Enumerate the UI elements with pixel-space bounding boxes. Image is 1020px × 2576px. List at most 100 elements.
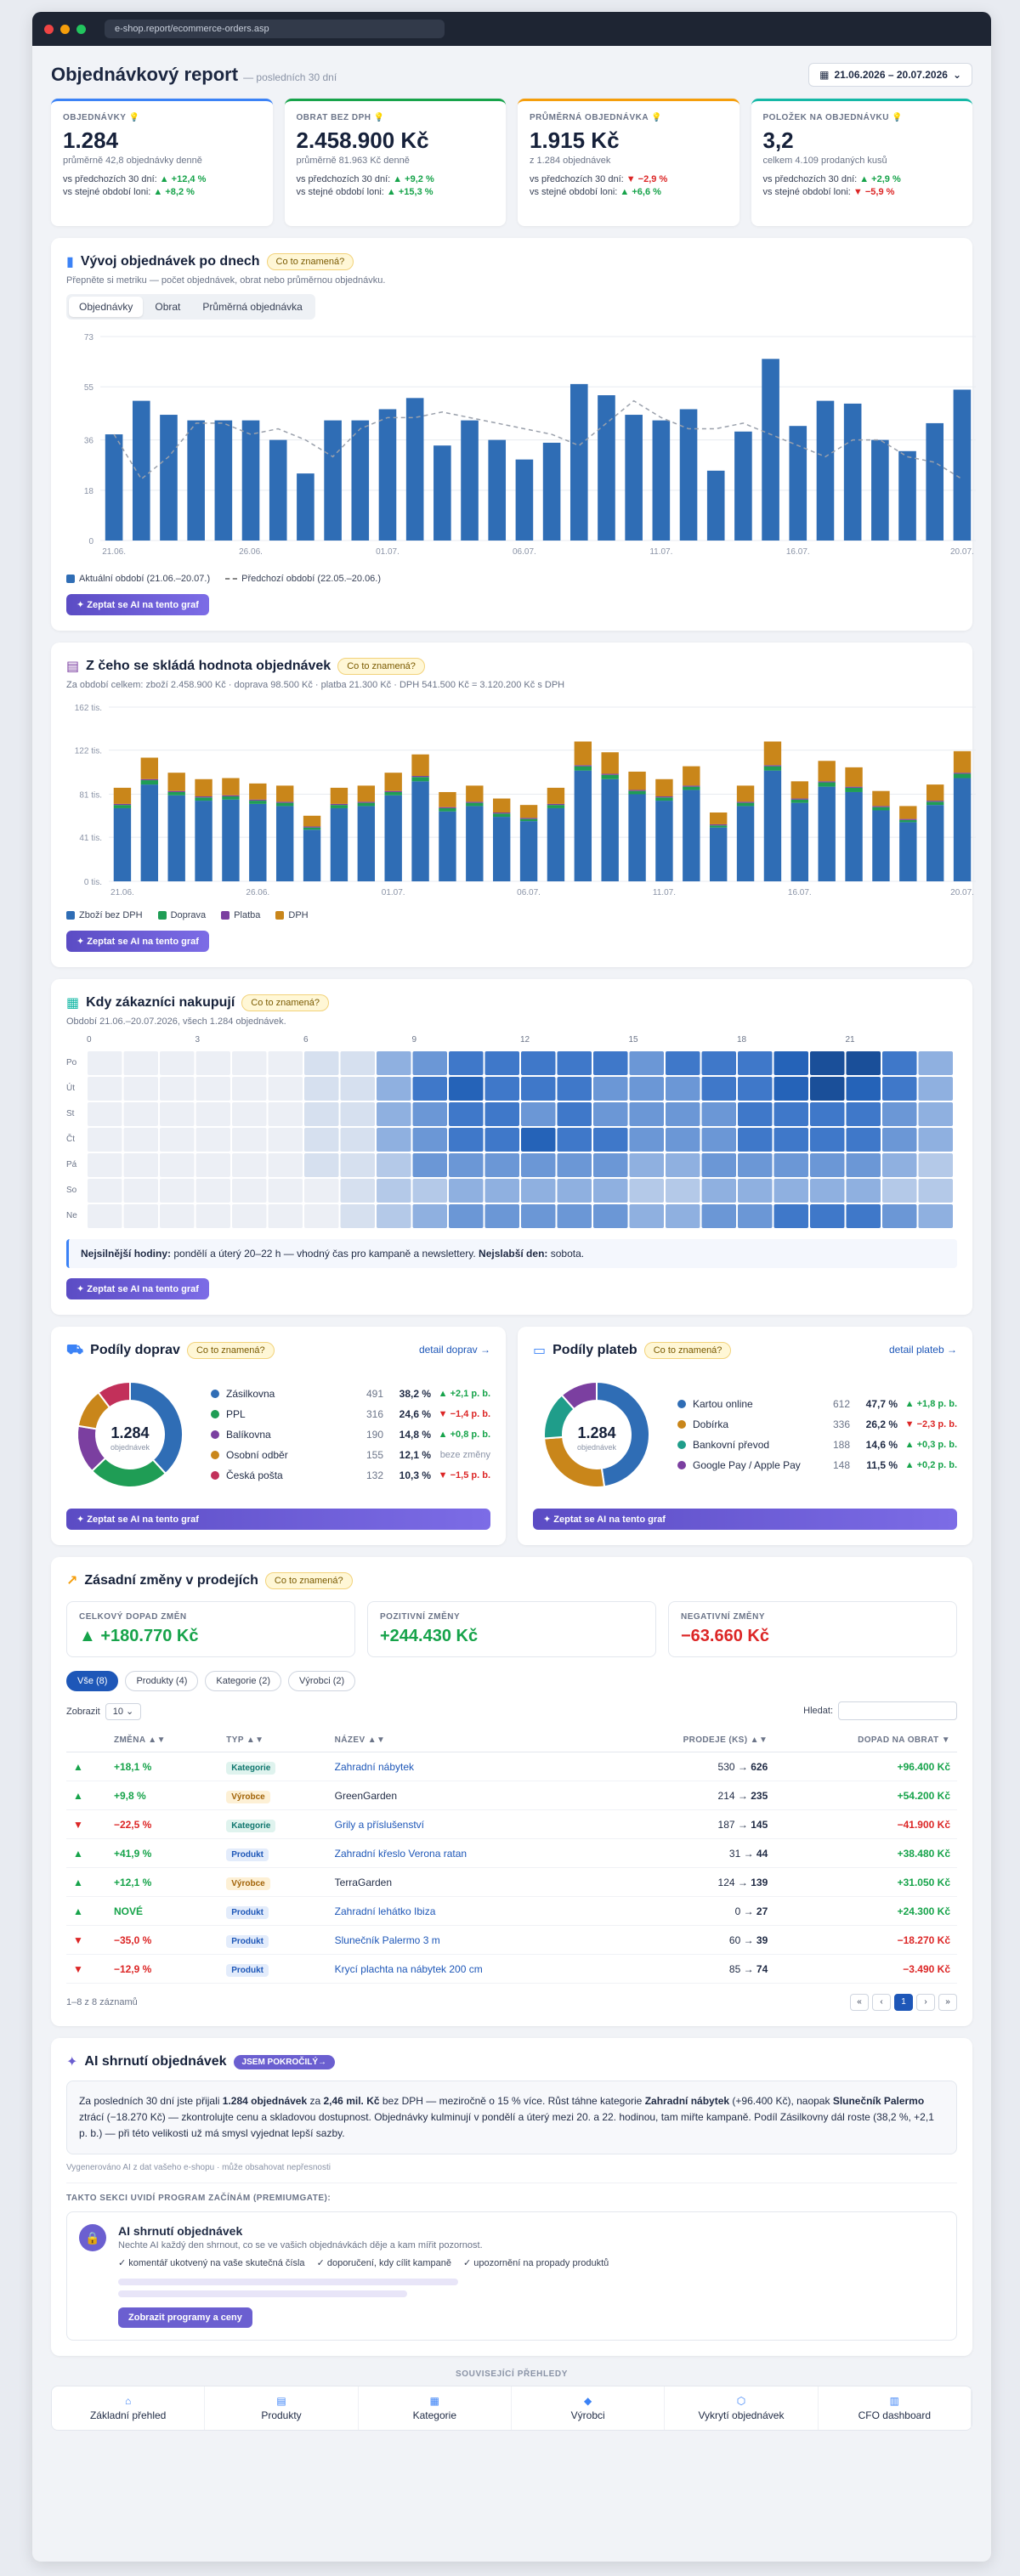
name-cell[interactable]: Zahradní křeslo Verona ratan: [327, 1838, 606, 1868]
heat-cell[interactable]: [196, 1128, 231, 1152]
stack-segment[interactable]: [411, 754, 429, 776]
heat-cell[interactable]: [268, 1179, 303, 1203]
stack-segment[interactable]: [113, 787, 132, 804]
heatmap-help-badge[interactable]: Co to znamená?: [241, 994, 329, 1011]
heat-cell[interactable]: [88, 1179, 122, 1203]
heat-cell[interactable]: [738, 1077, 773, 1101]
stack-segment[interactable]: [574, 766, 592, 771]
stack-segment[interactable]: [845, 786, 863, 788]
heat-cell[interactable]: [774, 1077, 809, 1101]
heat-cell[interactable]: [738, 1204, 773, 1228]
heat-cell[interactable]: [123, 1102, 159, 1126]
shipping-detail-link[interactable]: detail doprav →: [418, 1344, 490, 1356]
heat-cell[interactable]: [449, 1204, 484, 1228]
heat-cell[interactable]: [774, 1204, 809, 1228]
heat-cell[interactable]: [810, 1153, 845, 1177]
stack-segment[interactable]: [275, 801, 294, 803]
heat-cell[interactable]: [918, 1153, 954, 1177]
heat-cell[interactable]: [738, 1051, 773, 1075]
stack-segment[interactable]: [845, 767, 863, 787]
stack-segment[interactable]: [736, 802, 755, 807]
heat-cell[interactable]: [666, 1102, 700, 1126]
stack-segment[interactable]: [357, 801, 376, 803]
heat-cell[interactable]: [196, 1077, 231, 1101]
stack-segment[interactable]: [195, 801, 212, 881]
donut-slice[interactable]: [97, 1380, 131, 1409]
heat-cell[interactable]: [160, 1077, 195, 1101]
column-header[interactable]: NÁZEV ▲▼: [327, 1729, 606, 1752]
heat-cell[interactable]: [232, 1128, 267, 1152]
stack-segment[interactable]: [140, 784, 159, 881]
heat-cell[interactable]: [449, 1153, 484, 1177]
heat-cell[interactable]: [521, 1128, 556, 1152]
payments-help-badge[interactable]: Co to znamená?: [643, 1342, 732, 1359]
heat-cell[interactable]: [810, 1179, 845, 1203]
bar[interactable]: [598, 395, 615, 541]
heat-cell[interactable]: [412, 1204, 448, 1228]
heat-cell[interactable]: [196, 1204, 231, 1228]
stack-segment[interactable]: [683, 766, 700, 786]
heat-cell[interactable]: [666, 1179, 700, 1203]
stack-segment[interactable]: [818, 782, 836, 787]
table-row[interactable]: ▼ −35,0 % Produkt Slunečník Palermo 3 m 60 →…: [66, 1925, 957, 1955]
ask-ai-heatmap-button[interactable]: ✦ Zeptat se AI na tento graf: [66, 1278, 209, 1299]
stack-segment[interactable]: [736, 785, 755, 802]
page-button[interactable]: ‹: [872, 1994, 891, 2011]
stack-segment[interactable]: [167, 795, 185, 881]
heat-cell[interactable]: [882, 1128, 917, 1152]
stack-segment[interactable]: [953, 773, 972, 778]
heat-cell[interactable]: [484, 1051, 520, 1075]
heat-cell[interactable]: [593, 1077, 628, 1101]
stack-segment[interactable]: [763, 765, 782, 767]
column-header[interactable]: PRODEJE (KS) ▲▼: [605, 1729, 775, 1752]
page-button[interactable]: «: [850, 1994, 869, 2011]
heat-cell[interactable]: [268, 1204, 303, 1228]
heat-cell[interactable]: [629, 1153, 665, 1177]
bar[interactable]: [843, 403, 862, 541]
stack-segment[interactable]: [384, 773, 402, 791]
stack-segment[interactable]: [195, 797, 212, 801]
heat-cell[interactable]: [340, 1153, 376, 1177]
bar[interactable]: [105, 434, 123, 541]
heat-cell[interactable]: [377, 1102, 411, 1126]
changes-help-badge[interactable]: Co to znamená?: [264, 1572, 353, 1589]
tab-0[interactable]: Objednávky: [69, 297, 144, 317]
stack-segment[interactable]: [519, 818, 538, 822]
heat-cell[interactable]: [412, 1102, 448, 1126]
bar[interactable]: [898, 450, 916, 541]
heat-cell[interactable]: [88, 1128, 122, 1152]
heat-cell[interactable]: [521, 1077, 556, 1101]
stack-segment[interactable]: [574, 741, 592, 766]
bar[interactable]: [625, 415, 643, 541]
heat-cell[interactable]: [123, 1077, 159, 1101]
heat-cell[interactable]: [123, 1204, 159, 1228]
advanced-badge[interactable]: JSEM POKROČILÝ→: [233, 2054, 336, 2069]
stack-segment[interactable]: [439, 807, 456, 808]
heat-cell[interactable]: [593, 1051, 628, 1075]
stack-segment[interactable]: [466, 801, 484, 803]
tab-2[interactable]: Průměrná objednávka: [202, 301, 303, 313]
stack-segment[interactable]: [275, 806, 294, 881]
heat-cell[interactable]: [232, 1204, 267, 1228]
stack-segment[interactable]: [655, 797, 673, 801]
bar[interactable]: [160, 415, 178, 541]
heat-cell[interactable]: [701, 1077, 737, 1101]
stack-segment[interactable]: [249, 803, 267, 881]
stack-segment[interactable]: [330, 787, 348, 804]
heat-cell[interactable]: [377, 1153, 411, 1177]
stack-segment[interactable]: [683, 786, 700, 790]
heat-cell[interactable]: [666, 1077, 700, 1101]
stack-segment[interactable]: [872, 806, 890, 807]
stack-segment[interactable]: [845, 787, 863, 792]
heat-cell[interactable]: [666, 1153, 700, 1177]
heat-cell[interactable]: [918, 1102, 954, 1126]
stack-segment[interactable]: [547, 803, 565, 806]
table-search-input[interactable]: [838, 1701, 957, 1720]
heat-cell[interactable]: [629, 1179, 665, 1203]
heat-cell[interactable]: [377, 1179, 411, 1203]
heat-cell[interactable]: [304, 1102, 339, 1126]
filter-2[interactable]: Kategorie (2): [205, 1671, 281, 1691]
heat-cell[interactable]: [412, 1051, 448, 1075]
stack-segment[interactable]: [926, 801, 944, 806]
bar[interactable]: [187, 420, 205, 541]
